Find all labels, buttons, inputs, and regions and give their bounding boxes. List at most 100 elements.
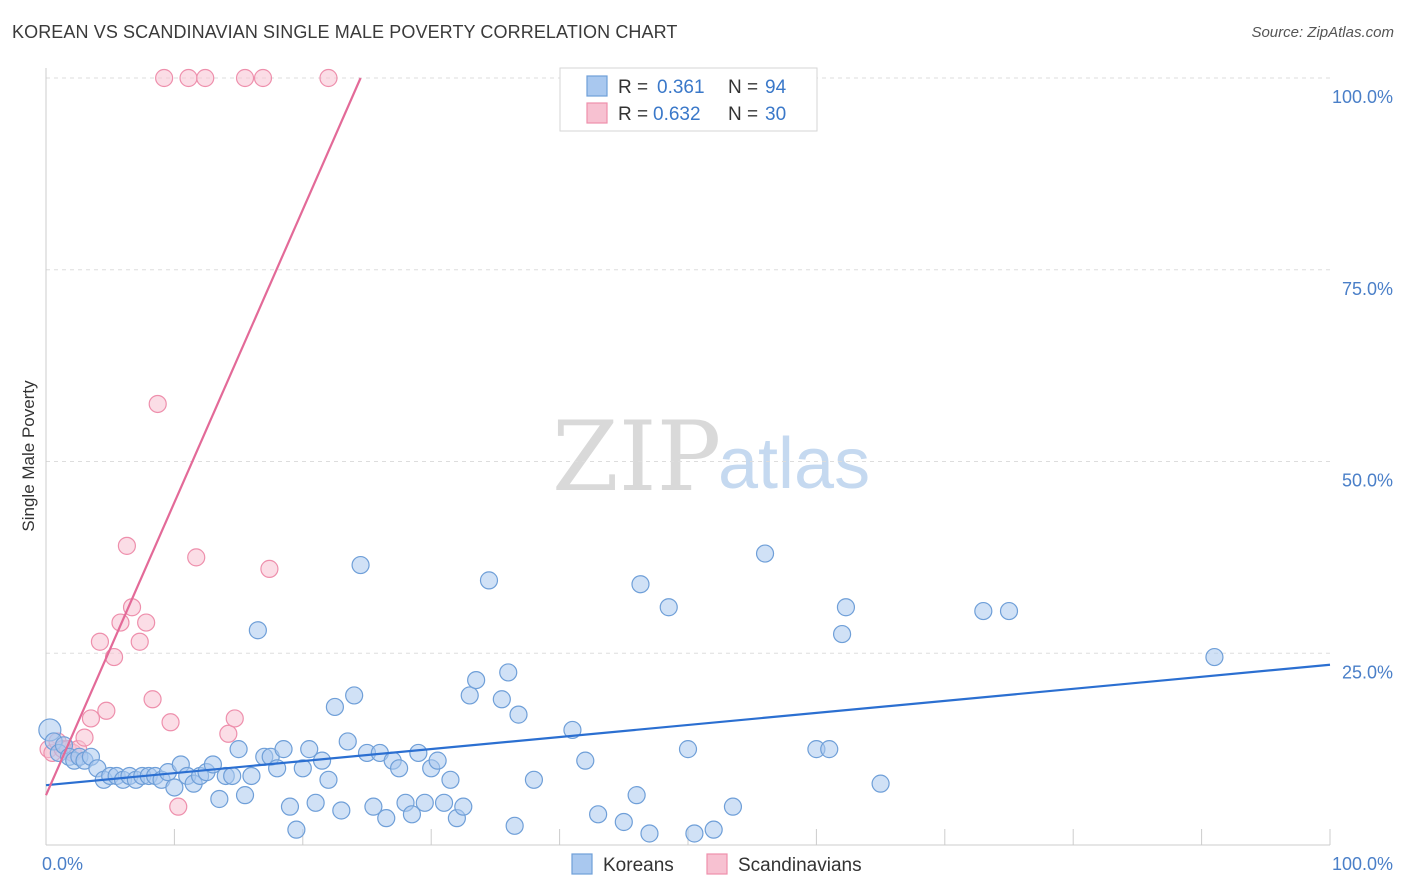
- legend-swatch-koreans: [586, 75, 608, 97]
- korean-point-54: [377, 809, 396, 828]
- korean-point-95: [1205, 647, 1224, 667]
- korean-point-94: [999, 601, 1019, 621]
- korean-point-30: [223, 766, 242, 786]
- korean-point-34: [248, 621, 267, 640]
- scandinavian-point-12: [111, 613, 130, 632]
- korean-point-56: [390, 759, 409, 778]
- korean-point-39: [280, 797, 300, 816]
- korean-point-85: [704, 820, 723, 839]
- y-tick-label-3: 100.0%: [1332, 87, 1393, 107]
- legend-swatch-scandinavians: [586, 102, 608, 124]
- scandinavian-point-24: [196, 68, 215, 88]
- korean-point-47: [332, 801, 351, 820]
- korean-point-43: [306, 793, 325, 812]
- scandinavian-point-18: [148, 394, 167, 414]
- korean-point-68: [467, 670, 486, 690]
- korean-point-21: [165, 778, 184, 797]
- scandinavian-point-23: [187, 548, 206, 567]
- scandinavians-points: [39, 68, 338, 816]
- series-legend: Koreans Scandinavians: [571, 853, 862, 876]
- korean-point-86: [723, 797, 743, 816]
- y-tick-label-1: 50.0%: [1342, 471, 1393, 491]
- legend-n-value-koreans: 94: [765, 77, 787, 98]
- korean-point-78: [614, 812, 633, 832]
- korean-point-91: [836, 598, 856, 617]
- korean-point-87: [755, 544, 775, 563]
- korean-point-81: [631, 575, 650, 594]
- korean-point-33: [242, 766, 261, 786]
- bottom-legend-label-koreans[interactable]: Koreans: [603, 855, 674, 876]
- y-axis-title: Single Male Poverty: [19, 380, 38, 532]
- korean-point-38: [274, 740, 293, 759]
- korean-point-32: [235, 786, 255, 805]
- x-tick-label-1: 100.0%: [1332, 854, 1393, 874]
- scandinavian-point-7: [75, 728, 94, 747]
- scandinavian-point-19: [155, 68, 174, 88]
- scandinavian-point-16: [137, 613, 156, 632]
- korean-point-31: [229, 740, 248, 759]
- korean-point-52: [364, 797, 383, 816]
- korean-point-49: [345, 686, 364, 705]
- korean-point-28: [210, 789, 229, 809]
- scandinavian-point-28: [253, 68, 273, 88]
- korean-point-40: [287, 820, 306, 839]
- watermark-zip: ZIP: [552, 401, 721, 513]
- legend-n-value-scandinavians: 30: [765, 104, 786, 125]
- scandinavian-point-20: [161, 713, 180, 732]
- korean-point-76: [576, 751, 595, 770]
- korean-point-72: [505, 816, 524, 835]
- korean-point-89: [820, 740, 839, 759]
- stats-legend: R = 0.361 N = 94 R = 0.632 N = 30: [559, 67, 818, 132]
- korean-point-74: [524, 770, 544, 789]
- x-tick-labels: 0.0% 100.0%: [42, 854, 1393, 874]
- korean-point-82: [659, 598, 678, 617]
- y-tick-labels: 25.0% 50.0% 75.0% 100.0%: [1332, 87, 1393, 682]
- korean-point-45: [319, 770, 338, 789]
- legend-n-label-koreans: N =: [728, 77, 758, 98]
- scandinavian-point-26: [225, 709, 244, 728]
- y-tick-label-0: 25.0%: [1342, 662, 1393, 682]
- y-tick-label-2: 75.0%: [1342, 279, 1393, 299]
- legend-r-value-scandinavians: 0.632: [653, 104, 701, 125]
- korean-point-62: [428, 751, 447, 770]
- x-tick-label-0: 0.0%: [42, 854, 83, 874]
- watermark-atlas: atlas: [718, 424, 870, 504]
- korean-point-79: [627, 786, 646, 805]
- korean-point-67: [460, 686, 479, 705]
- korean-point-46: [325, 697, 344, 717]
- legend-r-label-scandinavians: R =: [618, 104, 648, 125]
- scandinavian-point-30: [319, 68, 338, 88]
- korean-point-66: [454, 797, 473, 816]
- legend-r-label-koreans: R =: [618, 77, 648, 98]
- korean-point-90: [832, 624, 852, 644]
- scandinavian-point-29: [260, 559, 279, 578]
- scandinavian-point-13: [117, 536, 136, 555]
- koreans-trend-line: [45, 663, 1331, 787]
- bottom-legend-swatch-scandinavians[interactable]: [706, 853, 728, 875]
- korean-point-63: [434, 793, 454, 812]
- korean-point-69: [479, 571, 499, 590]
- korean-point-42: [300, 740, 319, 759]
- chart-source: Source: ZipAtlas.com: [1251, 24, 1394, 41]
- scandinavian-point-9: [90, 632, 110, 651]
- scandinavian-point-8: [81, 709, 101, 728]
- korean-point-84: [685, 824, 704, 843]
- korean-point-73: [509, 705, 528, 724]
- scandinavian-point-27: [235, 68, 255, 88]
- bottom-legend-swatch-koreans[interactable]: [571, 853, 593, 875]
- korean-point-64: [441, 770, 460, 789]
- korean-point-93: [974, 601, 993, 621]
- scandinavian-point-17: [143, 690, 162, 709]
- bottom-legend-label-scandinavians[interactable]: Scandinavians: [738, 855, 862, 876]
- korean-point-70: [492, 690, 511, 709]
- korean-point-50: [351, 555, 370, 575]
- scandinavians-trend-line: [44, 77, 362, 796]
- scandinavian-point-22: [179, 68, 198, 88]
- korean-point-60: [415, 793, 434, 812]
- korean-point-48: [338, 732, 357, 751]
- scandinavian-point-15: [130, 632, 149, 651]
- legend-n-label-scandinavians: N =: [728, 104, 758, 125]
- korean-point-75: [563, 720, 582, 740]
- korean-point-80: [640, 824, 659, 843]
